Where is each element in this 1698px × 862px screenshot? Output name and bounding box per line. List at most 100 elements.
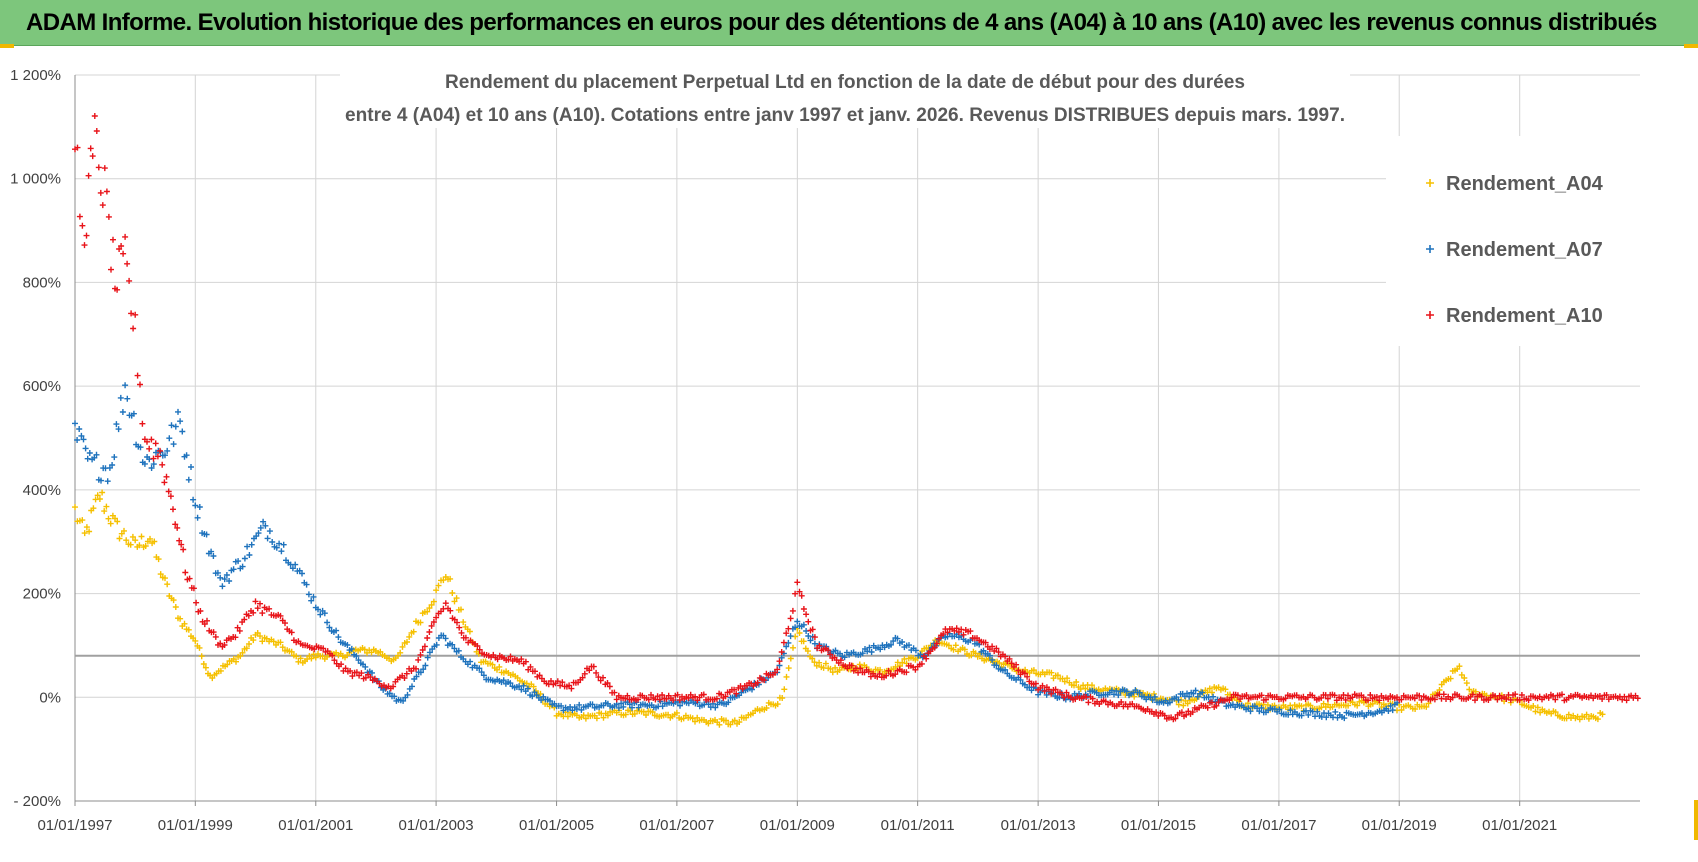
data-point-marker <box>81 242 88 249</box>
data-point-marker <box>933 640 940 647</box>
data-point-marker <box>185 476 192 483</box>
data-point-marker <box>214 569 221 576</box>
data-point-marker <box>989 656 996 663</box>
data-point-marker <box>1175 696 1182 703</box>
data-point-marker <box>344 642 351 648</box>
data-point-marker <box>1525 697 1532 704</box>
data-point-marker <box>239 563 246 570</box>
data-point-marker <box>1258 704 1265 711</box>
data-point-marker <box>670 697 677 704</box>
data-point-marker <box>117 394 124 401</box>
data-point-marker <box>447 607 454 614</box>
data-point-marker <box>209 675 216 682</box>
data-point-marker <box>433 587 440 594</box>
data-point-marker <box>868 649 875 655</box>
data-point-marker <box>266 528 273 535</box>
data-point-marker <box>164 581 171 588</box>
data-point-marker <box>170 506 176 513</box>
data-point-marker <box>192 502 199 509</box>
data-point-marker <box>792 590 799 597</box>
legend-label-1: Rendement_A04 <box>1446 173 1604 195</box>
data-point-marker <box>353 653 360 660</box>
data-point-marker <box>179 428 186 435</box>
data-point-marker <box>430 598 437 605</box>
data-point-marker <box>426 605 433 612</box>
data-point-marker <box>1387 702 1394 709</box>
data-point-marker <box>183 452 190 459</box>
data-point-marker <box>312 654 319 661</box>
data-point-marker <box>1180 702 1187 709</box>
data-point-marker <box>478 669 485 676</box>
data-point-marker <box>518 686 525 693</box>
data-point-marker <box>451 598 458 605</box>
data-point-marker <box>783 630 790 637</box>
data-point-marker <box>1431 696 1438 703</box>
data-point-marker <box>1184 690 1190 697</box>
data-point-marker <box>1006 655 1013 662</box>
data-point-marker <box>391 693 398 700</box>
data-point-marker <box>320 645 327 652</box>
data-point-marker <box>252 598 259 605</box>
data-point-marker <box>197 608 204 614</box>
data-point-marker <box>428 601 435 608</box>
data-point-marker <box>226 578 233 584</box>
data-point-marker <box>193 599 200 606</box>
data-point-marker <box>1345 702 1352 709</box>
data-point-marker <box>262 522 269 529</box>
data-point-marker <box>1102 698 1109 705</box>
data-point-marker <box>1373 694 1380 700</box>
data-point-marker <box>114 286 121 293</box>
data-point-marker <box>586 667 593 674</box>
data-point-marker <box>1071 682 1077 689</box>
data-point-marker <box>1048 669 1055 676</box>
data-point-marker <box>333 627 340 634</box>
data-point-marker <box>353 669 360 676</box>
data-point-marker <box>377 648 384 655</box>
x-tick-label: 01/01/2001 <box>278 817 353 834</box>
data-point-marker <box>1043 691 1050 698</box>
x-tick-label: 01/01/1997 <box>37 817 112 834</box>
data-point-marker <box>643 712 649 718</box>
data-point-marker <box>1456 663 1463 670</box>
data-point-marker <box>113 421 120 428</box>
data-point-marker <box>500 677 507 684</box>
data-point-marker <box>1028 687 1035 694</box>
data-point-marker <box>1466 686 1473 693</box>
data-point-marker <box>308 597 315 604</box>
data-point-marker <box>221 642 228 648</box>
data-point-marker <box>1599 696 1606 702</box>
data-point-marker <box>1024 673 1031 680</box>
data-point-marker <box>1552 696 1559 703</box>
chart-title-background <box>340 56 1350 128</box>
data-point-marker <box>362 663 369 670</box>
data-point-marker <box>589 701 596 708</box>
data-point-marker <box>124 395 131 402</box>
legend-label-3: Rendement_A10 <box>1446 305 1603 327</box>
data-point-marker <box>403 670 410 677</box>
data-point-marker <box>409 683 415 690</box>
data-point-marker <box>859 650 866 657</box>
data-point-marker <box>774 666 781 673</box>
data-point-marker <box>97 189 104 196</box>
data-point-marker <box>736 719 743 725</box>
data-point-marker <box>822 660 829 667</box>
data-point-marker <box>424 654 431 661</box>
data-point-marker <box>1222 686 1229 693</box>
data-point-marker <box>792 624 799 631</box>
data-point-marker <box>804 648 811 655</box>
data-point-marker <box>219 583 226 590</box>
data-point-marker <box>110 236 116 243</box>
data-point-marker <box>827 665 834 672</box>
data-point-marker <box>181 620 188 627</box>
data-point-marker <box>1576 716 1583 723</box>
data-point-marker <box>480 672 487 679</box>
data-point-marker <box>1530 703 1537 709</box>
data-point-marker <box>1161 712 1168 719</box>
data-point-marker <box>892 663 899 670</box>
data-point-marker <box>1089 695 1096 702</box>
data-point-marker <box>406 633 413 640</box>
data-point-marker <box>532 668 538 675</box>
data-point-marker <box>993 645 1000 652</box>
data-point-marker <box>172 604 179 610</box>
data-point-marker <box>170 441 177 448</box>
